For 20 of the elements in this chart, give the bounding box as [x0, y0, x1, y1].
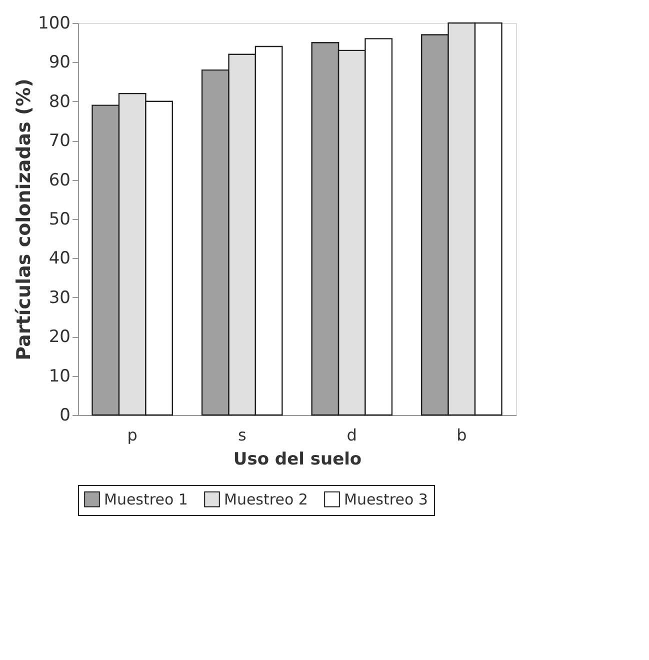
- y-tick-label: 50: [48, 210, 70, 230]
- y-tick-label: 80: [48, 92, 70, 112]
- x-tick-label: s: [238, 426, 246, 444]
- x-tick-label: b: [456, 426, 467, 444]
- y-tick-label: 20: [48, 327, 70, 348]
- legend-label: Muestreo 1: [104, 490, 188, 508]
- x-axis-title: Uso del suelo: [233, 450, 362, 470]
- legend-label: Muestreo 3: [344, 490, 428, 508]
- y-tick-label: 40: [48, 248, 70, 269]
- y-tick-label: 90: [48, 52, 70, 73]
- y-tick-label: 70: [48, 131, 70, 152]
- y-tick-label: 100: [38, 14, 70, 34]
- x-tick-label: d: [346, 426, 357, 444]
- y-tick-label: 30: [48, 288, 70, 308]
- x-tick-label: p: [127, 426, 138, 444]
- y-tick-label: 0: [60, 406, 70, 426]
- y-tick-label: 10: [48, 366, 70, 386]
- legend-label: Muestreo 2: [224, 490, 308, 508]
- y-axis-title: Partículas colonizadas (%): [13, 78, 36, 360]
- y-tick-label: 60: [48, 170, 70, 190]
